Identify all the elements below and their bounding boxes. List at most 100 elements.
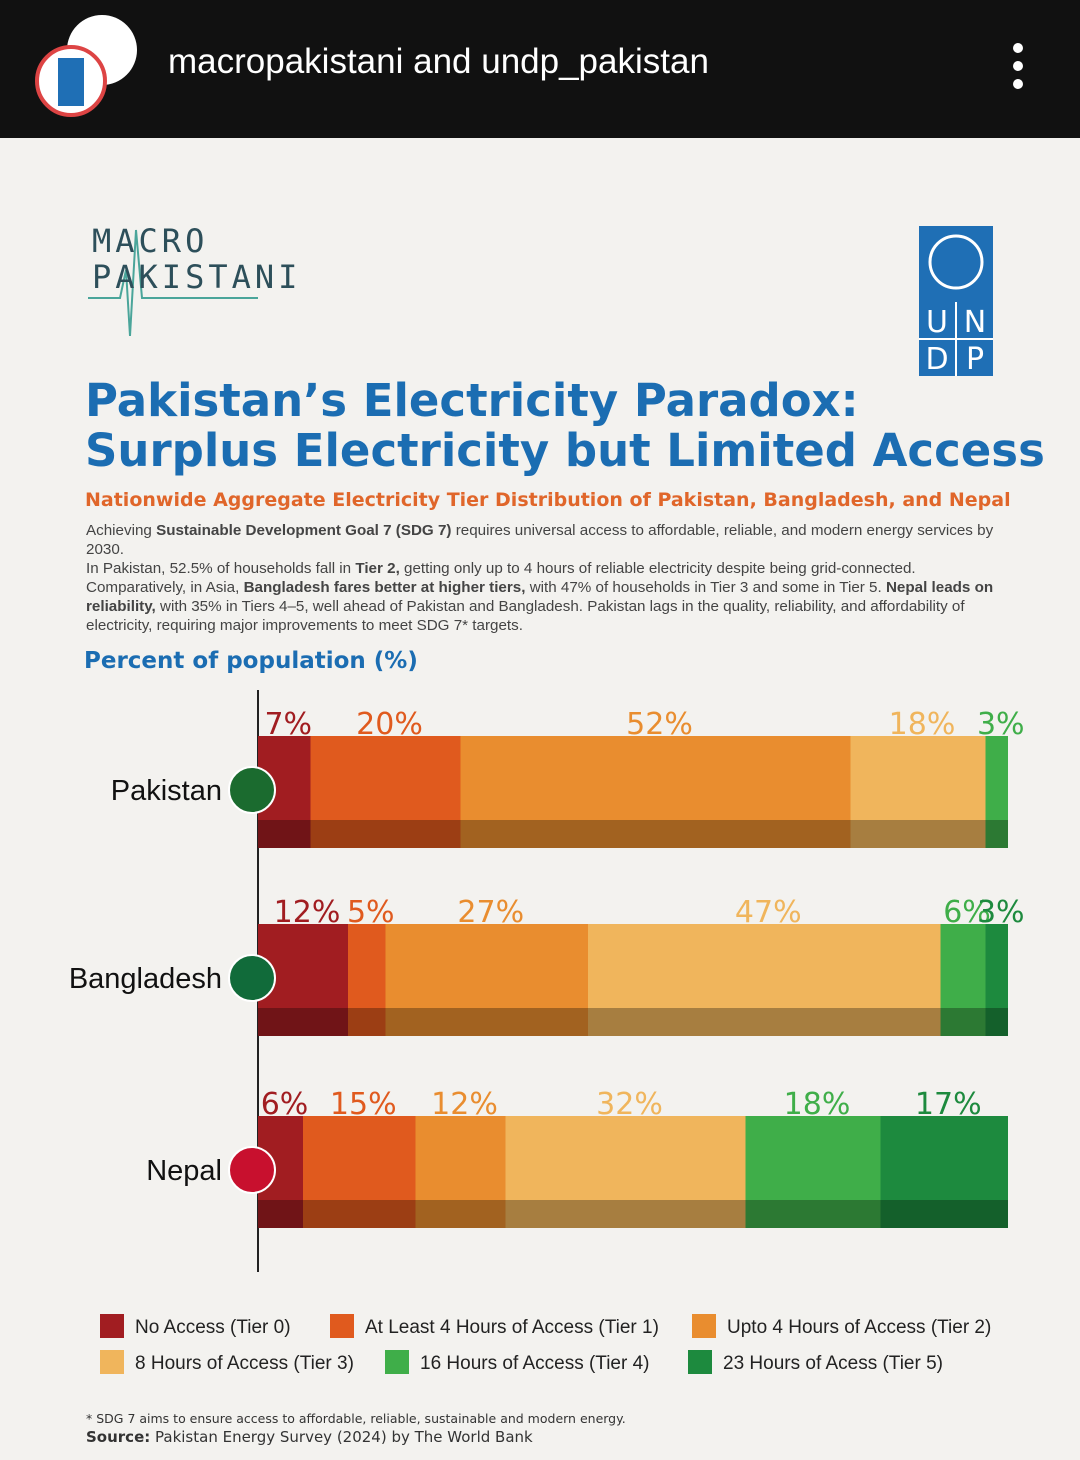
bar-shade — [258, 1008, 348, 1036]
value-label: 7% — [264, 707, 312, 742]
logo-letter: N — [964, 305, 986, 340]
legend-label: At Least 4 Hours of Access (Tier 1) — [365, 1317, 659, 1338]
bar-shade — [415, 1200, 506, 1228]
value-label: 12% — [431, 1087, 498, 1122]
text-run: with 47% of households in Tier 3 and som… — [525, 579, 886, 596]
menu-dot[interactable] — [1013, 61, 1023, 71]
pulse-line — [88, 229, 258, 337]
flag — [228, 954, 276, 1002]
legend-swatch — [692, 1314, 716, 1338]
bar-shade — [745, 1200, 881, 1228]
text-run: getting only up to 4 hours of reliable e… — [86, 560, 916, 596]
value-label: 3% — [977, 707, 1025, 742]
value-label: 15% — [330, 1087, 397, 1122]
legend-label: 8 Hours of Access (Tier 3) — [135, 1353, 354, 1374]
avatar-logo — [58, 58, 84, 106]
bar-segment — [385, 924, 588, 1036]
un-emblem — [928, 234, 984, 290]
legend-label: 23 Hours of Acess (Tier 5) — [723, 1353, 943, 1374]
bar-shade — [940, 1008, 986, 1036]
bar-shade — [985, 1008, 1008, 1036]
legend-swatch — [100, 1314, 124, 1338]
source: Source: Pakistan Energy Survey (2024) by… — [86, 1428, 533, 1446]
value-label: 6% — [261, 1087, 309, 1122]
bar-segment — [985, 924, 1008, 1036]
bar-segment — [850, 736, 986, 848]
title-line: Surplus Electricity but Limited Access — [85, 424, 1045, 477]
category-label: Pakistan — [111, 775, 222, 807]
bar-segment — [985, 736, 1008, 848]
legend-label: Upto 4 Hours of Access (Tier 2) — [727, 1317, 991, 1338]
description: Achieving Sustainable Development Goal 7… — [86, 521, 996, 635]
footnote: * SDG 7 aims to ensure access to afforda… — [86, 1411, 626, 1426]
legend-swatch — [688, 1350, 712, 1374]
axis-label: Percent of population (%) — [84, 648, 418, 674]
bar-shade — [985, 820, 1008, 848]
value-label: 20% — [356, 707, 423, 742]
text-run: with 35% in Tiers 4–5, well ahead of Pak… — [86, 598, 965, 634]
category-label: Nepal — [146, 1155, 222, 1187]
bar-shade — [348, 1008, 386, 1036]
legend-swatch — [100, 1350, 124, 1374]
bar-segment — [880, 1116, 1008, 1228]
subtitle: Nationwide Aggregate Electricity Tier Di… — [85, 489, 1011, 511]
value-label: 27% — [457, 895, 524, 930]
bar-segment — [303, 1116, 416, 1228]
text-run: Achieving — [86, 522, 157, 539]
text-run: Tier 2, — [355, 560, 400, 577]
bar-shade — [505, 1200, 746, 1228]
value-label: 18% — [889, 707, 956, 742]
logo-letter: U — [926, 305, 948, 340]
source-text: Pakistan Energy Survey (2024) by The Wor… — [150, 1428, 533, 1446]
value-label: 3% — [977, 895, 1025, 930]
paragraph: Achieving Sustainable Development Goal 7… — [86, 521, 996, 559]
legend-swatch — [330, 1314, 354, 1338]
flag — [228, 1146, 276, 1194]
bar-segment — [505, 1116, 746, 1228]
bar-shade — [258, 1200, 303, 1228]
text-run: requires universal access to affordable,… — [86, 522, 994, 558]
logo-text: MACRO — [92, 222, 208, 260]
bar-shade — [588, 1008, 941, 1036]
top-bar — [0, 0, 1080, 138]
paragraph: In Pakistan, 52.5% of households fall in… — [86, 559, 996, 635]
source-label: Source: — [86, 1428, 151, 1446]
value-label: 18% — [784, 1087, 851, 1122]
bar-segment — [588, 924, 941, 1036]
menu-dot[interactable] — [1013, 43, 1023, 53]
category-label: Bangladesh — [69, 963, 222, 995]
bar-segment — [348, 924, 386, 1036]
bar-shade — [880, 1200, 1008, 1228]
bar-shade — [460, 820, 851, 848]
logo-letter: P — [966, 342, 984, 377]
bar-shade — [385, 1008, 588, 1036]
bar-segment — [940, 924, 986, 1036]
bar-shade — [303, 1200, 416, 1228]
value-label: 6% — [943, 895, 991, 930]
value-label: 17% — [915, 1087, 982, 1122]
value-label: 12% — [274, 895, 341, 930]
text-run: Bangladesh fares better at higher tiers, — [243, 579, 526, 596]
value-label: 52% — [626, 707, 693, 742]
logo-letter: D — [925, 342, 948, 377]
text-run: In Pakistan, 52.5% of households fall in — [86, 560, 356, 577]
legend-label: No Access (Tier 0) — [135, 1317, 291, 1338]
bar-shade — [258, 820, 311, 848]
bar-shade — [850, 820, 986, 848]
text-run: Nepal leads on reliability, — [86, 579, 994, 615]
text-run: Sustainable Development Goal 7 (SDG 7) — [156, 522, 452, 539]
bar-segment — [460, 736, 851, 848]
flag — [228, 766, 276, 814]
title: Pakistan’s Electricity Paradox: Surplus E… — [85, 376, 1045, 476]
legend-label: 16 Hours of Access (Tier 4) — [420, 1353, 649, 1374]
logo-text: PAKISTANI — [92, 258, 301, 296]
value-label: 32% — [596, 1087, 663, 1122]
title-line: Pakistan’s Electricity Paradox: — [85, 374, 859, 427]
bar-shade — [310, 820, 461, 848]
account-name[interactable]: macropakistani and undp_pakistan — [168, 42, 709, 81]
legend-swatch — [385, 1350, 409, 1374]
menu-dot[interactable] — [1013, 79, 1023, 89]
bar-segment — [745, 1116, 881, 1228]
